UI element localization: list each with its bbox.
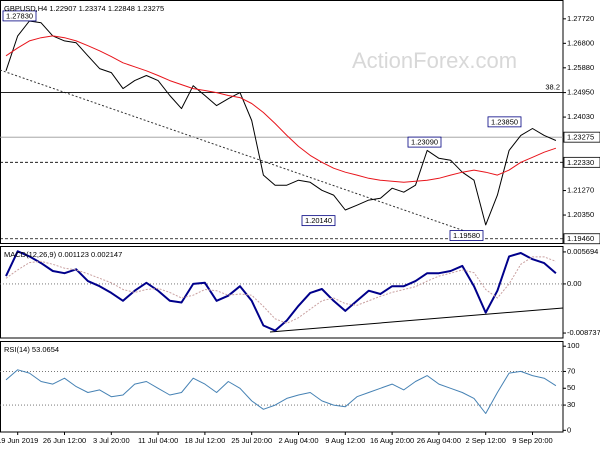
y-tick-label: 1.24030 bbox=[567, 112, 594, 121]
annotation-box bbox=[407, 136, 442, 148]
series-line bbox=[5, 250, 557, 332]
y-tick-label: 0 bbox=[567, 425, 571, 434]
x-tick-label: 26 Aug 04:00 bbox=[417, 436, 461, 445]
series-line bbox=[5, 35, 557, 183]
y-tick-label: 1.27720 bbox=[567, 14, 594, 23]
y-tick-label: 70 bbox=[567, 366, 575, 375]
x-tick-label: 19 Jun 2019 bbox=[0, 436, 38, 445]
panels bbox=[0, 0, 564, 433]
y-tick-label: 30 bbox=[567, 400, 575, 409]
annotation-label: 1.27830 bbox=[6, 11, 33, 20]
panel-title: GBPUSD,H4 1.22907 1.23374 1.22848 1.2327… bbox=[4, 4, 164, 13]
level-box bbox=[563, 156, 600, 168]
trend-line bbox=[0, 69, 483, 238]
y-tick-label: 1.21270 bbox=[567, 186, 594, 195]
x-tick-label: 18 Jul 12:00 bbox=[184, 436, 225, 445]
x-tick-label: 9 Sep 20:00 bbox=[512, 436, 552, 445]
x-tick-label: 3 Jul 20:00 bbox=[93, 436, 130, 445]
annotation-box bbox=[487, 116, 522, 128]
x-tick-label: 2 Aug 04:00 bbox=[278, 436, 318, 445]
x-tick-label: 16 Aug 20:00 bbox=[370, 436, 414, 445]
series-line bbox=[5, 369, 557, 414]
watermark: ActionForex.com bbox=[352, 48, 517, 73]
rsi-panel bbox=[0, 341, 564, 433]
y-tick-label: 1.26800 bbox=[567, 38, 594, 47]
series-line bbox=[5, 20, 557, 226]
level-label: 1.22330 bbox=[567, 158, 594, 167]
level-label: 1.23275 bbox=[567, 133, 594, 142]
annotation-label: 1.23090 bbox=[411, 138, 438, 147]
y-tick-label: 0.00 bbox=[567, 279, 582, 288]
annotation-label: 1.19580 bbox=[453, 231, 480, 240]
macd-panel bbox=[0, 246, 564, 339]
y-tick-label: -0.008737 bbox=[567, 328, 600, 337]
divergence-line bbox=[269, 307, 564, 333]
y-tick-label: 0.005694 bbox=[567, 247, 598, 256]
x-tick-label: 26 Jun 12:00 bbox=[43, 436, 86, 445]
price-panel bbox=[0, 0, 564, 244]
annotation-label: 1.20140 bbox=[305, 216, 332, 225]
level-label: 1.19460 bbox=[567, 234, 594, 243]
level-box bbox=[563, 233, 600, 245]
y-tick-label: 100 bbox=[567, 341, 580, 350]
y-tick-label: 50 bbox=[567, 383, 575, 392]
annotation-box bbox=[449, 230, 484, 241]
x-tick-label: 2 Sep 12:00 bbox=[465, 436, 505, 445]
panel-title: MACD(12,26,9) 0.001123 0.002147 bbox=[4, 250, 122, 259]
annotation-label: 1.23850 bbox=[491, 117, 518, 126]
series-line bbox=[5, 256, 557, 324]
panel-title: RSI(14) 53.0654 bbox=[4, 345, 59, 354]
annotation-box bbox=[2, 10, 37, 22]
level-label: 38.2 bbox=[545, 83, 560, 92]
y-tick-label: 1.24950 bbox=[567, 88, 594, 97]
y-tick-label: 1.20350 bbox=[567, 210, 594, 219]
x-tick-label: 25 Jul 20:00 bbox=[231, 436, 272, 445]
x-tick-label: 9 Aug 12:00 bbox=[325, 436, 365, 445]
x-tick-label: 11 Jul 04:00 bbox=[138, 436, 178, 445]
level-box bbox=[563, 131, 600, 143]
annotation-box bbox=[301, 215, 336, 227]
y-tick-label: 1.25880 bbox=[567, 63, 594, 72]
